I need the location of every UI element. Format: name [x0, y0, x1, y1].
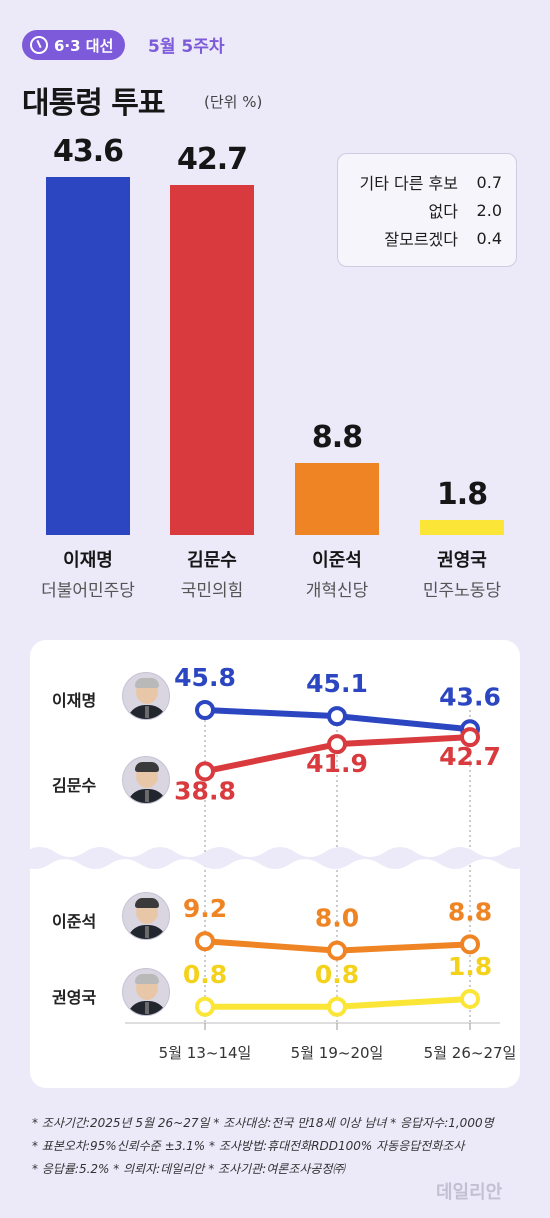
data-label: 43.6: [439, 682, 501, 711]
avatar-lee-js: [122, 892, 170, 940]
note-line: * 조사기간:2025년 5월 26~27일 * 조사대상:전국 만18세 이상…: [32, 1116, 494, 1130]
data-label: 0.8: [183, 960, 227, 989]
avatar-kwon-yg: [122, 968, 170, 1016]
logo: 데일리안: [436, 1182, 503, 1203]
note-line: * 응답률:5.2% * 의뢰자:데일리안 * 조사기관:여론조사공정㈜: [32, 1162, 345, 1176]
data-label: 42.7: [439, 742, 501, 771]
others-box: 기타 다른 후보 0.7 없다 2.0 잘모르겠다 0.4: [337, 153, 517, 267]
data-label: 45.1: [306, 669, 368, 698]
data-point: [195, 700, 215, 720]
bar-value-label: 42.7: [176, 141, 248, 177]
unit-label: (단위 %): [204, 93, 263, 111]
election-badge: 6·3 대선: [22, 30, 126, 60]
others-value: 0.7: [476, 172, 502, 192]
page-title: 대통령 투표: [22, 86, 165, 121]
data-point: [460, 988, 480, 1009]
data-point: [460, 934, 480, 955]
data-point: [327, 996, 347, 1017]
bar-3: [420, 520, 504, 535]
x-tick-label: 5월 26~27일: [424, 1044, 517, 1062]
x-tick-label: 5월 19~20일: [291, 1044, 384, 1062]
bar-party-name: 국민의힘: [180, 581, 244, 601]
note-line: * 표본오차:95%신뢰수준 ±3.1% * 조사방법:휴대전화RDD100% …: [32, 1139, 465, 1153]
bar-2: [295, 462, 379, 535]
trend-panel: 이재명 김문수 이준석 권영국 5월 13~14일 5월 19~20일 5월 26~…: [30, 640, 520, 1088]
data-point: [195, 761, 215, 782]
trend-name-kim-ms: 김문수: [52, 776, 97, 795]
data-point: [327, 706, 347, 727]
trend-name-lee-js: 이준석: [52, 912, 97, 931]
axis-break: [30, 847, 520, 869]
data-label: 8.8: [448, 897, 492, 926]
others-row: 기타 다른 후보 0.7: [338, 168, 503, 196]
bar-0: [46, 177, 130, 535]
trend-name-lee-jm: 이재명: [52, 691, 97, 710]
data-point: [460, 727, 480, 748]
data-label: 0.8: [315, 960, 359, 989]
x-tick-label: 5월 13~14일: [159, 1044, 252, 1062]
avatar-kim-ms: [122, 756, 170, 804]
others-value: 2.0: [476, 200, 502, 220]
bar-candidate-name: 권영국: [437, 550, 487, 571]
data-label: 8.0: [315, 904, 359, 933]
data-label: 38.8: [174, 776, 236, 805]
bar-value-label: 8.8: [311, 419, 363, 455]
data-point: [327, 734, 347, 755]
badge-label: 6·3 대선: [54, 36, 114, 55]
bar-value-label: 1.8: [436, 477, 488, 513]
week-label: 5월 5주차: [148, 37, 225, 57]
vote-check-icon: [30, 36, 48, 54]
bar-candidate-name: 이재명: [63, 550, 113, 571]
data-label: 41.9: [306, 749, 368, 778]
data-point: [195, 996, 215, 1017]
bar-party-name: 민주노동당: [422, 581, 502, 601]
bar-party-name: 더불어민주당: [41, 581, 135, 601]
data-label: 1.8: [448, 952, 492, 981]
others-value: 0.4: [476, 228, 502, 248]
data-point: [195, 931, 215, 952]
others-row: 없다 2.0: [338, 196, 502, 224]
bar-1: [170, 184, 254, 535]
others-label: 기타 다른 후보: [359, 174, 459, 193]
data-label: 9.2: [183, 894, 227, 923]
others-row: 잘모르겠다 0.4: [338, 224, 502, 252]
bar-candidate-name: 김문수: [187, 550, 237, 571]
avatar-lee-jm: [122, 672, 170, 720]
bar-party-name: 개혁신당: [305, 581, 369, 601]
others-label: 잘모르겠다: [384, 230, 458, 249]
trend-name-kwon-yg: 권영국: [52, 988, 97, 1007]
line-chart: 5월 13~14일 5월 19~20일 5월 26~27일 45.8 45.1 43.6 3…: [30, 663, 520, 1062]
bar-candidate-name: 이준석: [312, 550, 362, 571]
others-label: 없다: [428, 202, 458, 221]
data-point: [327, 940, 347, 961]
survey-notes: * 조사기간:2025년 5월 26~27일 * 조사대상:전국 만18세 이상…: [32, 1112, 494, 1181]
bar-value-label: 43.6: [52, 134, 124, 170]
data-label: 45.8: [174, 663, 236, 692]
